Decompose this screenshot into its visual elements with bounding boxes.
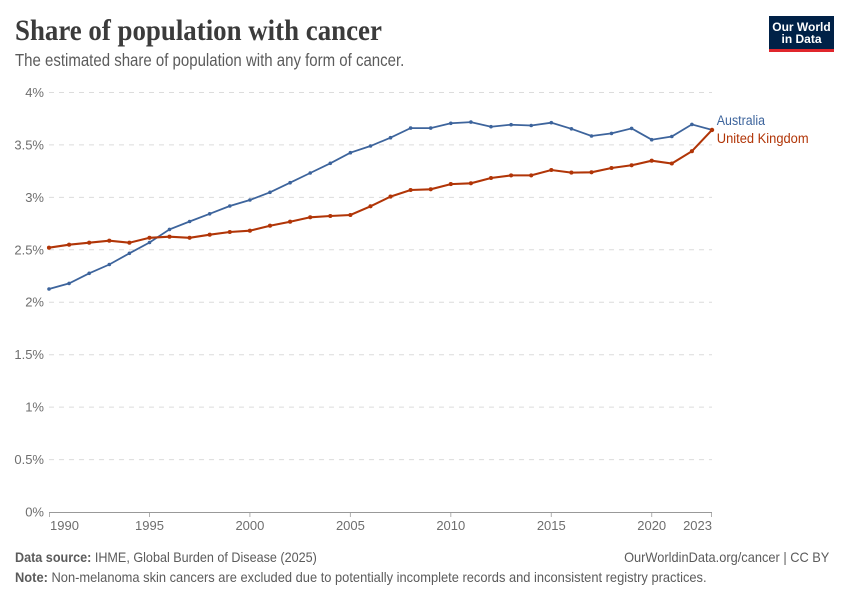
svg-text:3.5%: 3.5%	[14, 137, 44, 152]
svg-text:Australia: Australia	[717, 113, 766, 128]
svg-text:4%: 4%	[25, 85, 44, 100]
svg-text:2015: 2015	[537, 518, 566, 533]
svg-text:2%: 2%	[25, 295, 44, 310]
svg-text:0%: 0%	[25, 505, 44, 520]
svg-text:0.5%: 0.5%	[14, 452, 44, 467]
svg-text:United Kingdom: United Kingdom	[717, 131, 809, 146]
svg-text:1%: 1%	[25, 400, 44, 415]
svg-text:2020: 2020	[637, 518, 666, 533]
svg-text:1.5%: 1.5%	[14, 347, 44, 362]
svg-text:2.5%: 2.5%	[14, 242, 44, 257]
svg-text:3%: 3%	[25, 190, 44, 205]
svg-text:2023: 2023	[683, 518, 712, 533]
svg-text:2010: 2010	[436, 518, 465, 533]
svg-text:1995: 1995	[135, 518, 164, 533]
svg-text:1990: 1990	[50, 518, 79, 533]
svg-text:2005: 2005	[336, 518, 365, 533]
svg-text:2000: 2000	[235, 518, 264, 533]
